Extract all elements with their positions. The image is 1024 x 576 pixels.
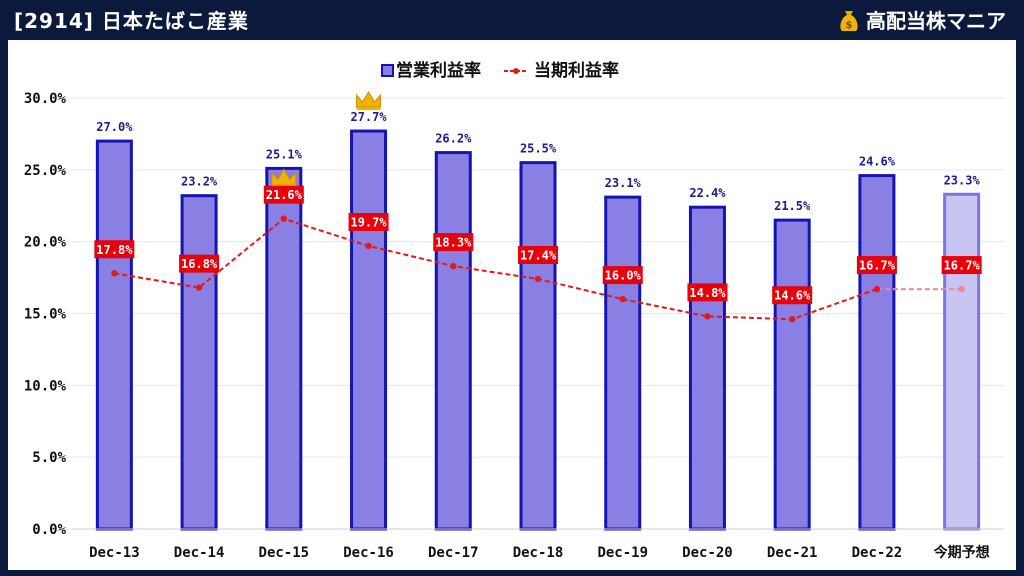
chart: 27.0% 23.2% 25.1% 27.7% 26.2% 25.5% 23.1% 22.4%… [24, 60, 1004, 561]
axes: 0.0% 5.0% 10.0% 15.0% 20.0% 25.0% 30.0% Dec-13 D… [24, 91, 1004, 561]
y-tick-label: 0.0% [32, 522, 66, 538]
line-point [534, 275, 542, 283]
bar [688, 205, 726, 531]
x-tick-label: 今期予想 [933, 544, 990, 561]
line-value-label: 21.6% [266, 188, 303, 202]
line-labels: 17.8% 16.8% 21.6% 19.7% 18.3% 17.4% 16.0% 14.8%… [94, 185, 982, 305]
line-value-label: 18.3% [435, 236, 472, 250]
x-tick-label: Dec-17 [428, 545, 479, 561]
line-value-label-bg [94, 240, 135, 259]
legend-line-marker [513, 68, 519, 74]
line-value-label-bg [518, 246, 558, 265]
bar [350, 129, 388, 531]
line-point [788, 316, 796, 323]
line-value-label-bg [179, 254, 220, 273]
line-value-label-bg [772, 286, 813, 305]
x-tick-label: Dec-18 [513, 545, 564, 561]
y-tick-label: 30.0% [24, 91, 67, 107]
bar [943, 192, 981, 531]
line-value-label: 14.6% [774, 289, 811, 303]
bar-value-label: 27.0% [96, 120, 133, 134]
line-value-label-bg [856, 256, 897, 275]
line-point [111, 270, 118, 277]
crown-icon [356, 91, 382, 108]
bar [265, 166, 303, 531]
line-value-label: 16.8% [181, 257, 218, 271]
x-tick-label: Dec-15 [259, 545, 310, 561]
x-tick-label: Dec-20 [682, 545, 733, 561]
bar-value-label: 23.3% [944, 173, 981, 187]
crown-base [356, 107, 381, 111]
bar-value-label: 21.5% [774, 199, 811, 213]
y-tick-label: 25.0% [24, 163, 67, 179]
y-tick-label: 15.0% [24, 307, 67, 323]
line-point [280, 215, 288, 222]
line-value-label: 19.7% [350, 215, 387, 229]
brand: $ 高配当株マニア [838, 6, 1006, 36]
bar [604, 195, 642, 531]
line-value-label: 14.8% [689, 286, 726, 300]
line-path [114, 217, 878, 321]
x-tick-label: Dec-16 [343, 545, 394, 561]
x-tick-label: Dec-14 [174, 545, 225, 561]
line-value-label-bg [602, 266, 643, 285]
line-point [873, 285, 881, 293]
line-series [111, 215, 965, 323]
line-value-label: 16.7% [944, 259, 981, 273]
legend: 営業利益率 当期利益率 [381, 60, 619, 81]
bar-value-label: 25.1% [266, 147, 303, 161]
line-value-label: 17.4% [520, 249, 557, 263]
y-tick-label: 10.0% [24, 378, 67, 394]
page-title: [2914] 日本たばこ産業 [14, 9, 249, 33]
money-bag-icon: $ [840, 11, 858, 31]
crown-icon [271, 168, 297, 185]
line-value-label: 16.0% [605, 269, 642, 283]
legend-line-label: 当期利益率 [534, 60, 619, 81]
line-point [195, 284, 203, 291]
y-tick-label: 20.0% [24, 235, 67, 251]
line-point [704, 313, 711, 320]
svg-text:$: $ [846, 20, 853, 31]
bar-labels: 27.0% 23.2% 25.1% 27.7% 26.2% 25.5% 23.1% 22.4%… [96, 110, 980, 213]
bar [180, 194, 218, 531]
line-point [958, 285, 965, 293]
bar [519, 161, 557, 531]
line-point [365, 242, 372, 250]
line-point [619, 295, 626, 303]
legend-bar-swatch [381, 64, 394, 77]
line-value-label-bg [687, 283, 728, 302]
bar-value-label: 23.2% [181, 175, 218, 189]
bar-value-label: 24.6% [859, 155, 896, 169]
line-point [450, 262, 457, 270]
bar [434, 151, 472, 531]
x-tick-label: Dec-22 [852, 545, 903, 561]
line-value-label-bg [348, 212, 389, 231]
x-tick-label: Dec-13 [89, 545, 140, 561]
bar-value-label: 27.7% [350, 110, 387, 124]
bar [95, 139, 133, 531]
chart-panel: 27.0% 23.2% 25.1% 27.7% 26.2% 25.5% 23.1% 22.4%… [8, 40, 1016, 570]
bar-series [95, 129, 981, 531]
brand-name: 高配当株マニア [866, 9, 1006, 33]
y-tick-label: 5.0% [32, 450, 66, 466]
bar-value-label: 26.2% [435, 132, 472, 146]
bar-value-label: 23.1% [605, 176, 642, 190]
bar-value-label: 25.5% [520, 142, 557, 156]
bar-value-label: 22.4% [689, 186, 726, 200]
x-tick-label: Dec-21 [767, 545, 818, 561]
x-tick-label: Dec-19 [597, 545, 648, 561]
bar [858, 174, 896, 531]
line-value-label: 17.8% [96, 243, 133, 257]
line-value-label-bg [433, 233, 474, 252]
line-value-label-bg [941, 256, 982, 275]
line-value-label-bg [263, 185, 304, 204]
legend-bar-label: 営業利益率 [396, 60, 481, 81]
bar [773, 218, 811, 531]
crowns [271, 91, 382, 188]
line-value-label: 16.7% [859, 259, 896, 273]
